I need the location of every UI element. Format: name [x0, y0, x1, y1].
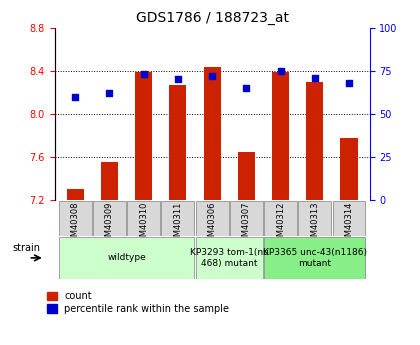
Bar [101, 162, 118, 200]
FancyBboxPatch shape [230, 201, 263, 236]
Text: GSM40311: GSM40311 [173, 202, 182, 247]
FancyBboxPatch shape [59, 201, 92, 236]
Bar [67, 189, 84, 200]
FancyBboxPatch shape [93, 201, 126, 236]
Point [243, 85, 250, 91]
Point [346, 80, 352, 86]
Point [106, 90, 113, 96]
Legend: count, percentile rank within the sample: count, percentile rank within the sample [47, 291, 229, 314]
Bar [341, 138, 357, 200]
Bar [204, 68, 220, 200]
Text: KP3365 unc-43(n1186)
mutant: KP3365 unc-43(n1186) mutant [263, 248, 367, 268]
FancyBboxPatch shape [127, 201, 160, 236]
Text: KP3293 tom-1(nu
468) mutant: KP3293 tom-1(nu 468) mutant [190, 248, 269, 268]
Text: GSM40309: GSM40309 [105, 202, 114, 247]
Bar [135, 72, 152, 200]
Text: wildtype: wildtype [107, 253, 146, 263]
FancyBboxPatch shape [264, 201, 297, 236]
FancyBboxPatch shape [59, 237, 194, 279]
Point [209, 73, 215, 79]
FancyBboxPatch shape [161, 201, 194, 236]
Point [312, 75, 318, 80]
FancyBboxPatch shape [196, 237, 263, 279]
Title: GDS1786 / 188723_at: GDS1786 / 188723_at [136, 11, 289, 25]
Bar [169, 85, 186, 200]
Text: GSM40310: GSM40310 [139, 202, 148, 247]
Text: GSM40313: GSM40313 [310, 202, 319, 247]
Point [174, 77, 181, 82]
Text: GSM40308: GSM40308 [71, 202, 80, 247]
FancyBboxPatch shape [298, 201, 331, 236]
Text: strain: strain [12, 244, 40, 253]
Bar [238, 151, 255, 200]
Text: GSM40312: GSM40312 [276, 202, 285, 247]
Point [72, 94, 79, 99]
Text: GSM40314: GSM40314 [344, 202, 354, 247]
Text: GSM40306: GSM40306 [207, 202, 217, 247]
Text: GSM40307: GSM40307 [242, 202, 251, 247]
Bar [306, 81, 323, 200]
Point [140, 71, 147, 77]
Point [277, 68, 284, 73]
Bar [272, 72, 289, 200]
FancyBboxPatch shape [196, 201, 228, 236]
FancyBboxPatch shape [333, 201, 365, 236]
FancyBboxPatch shape [264, 237, 365, 279]
